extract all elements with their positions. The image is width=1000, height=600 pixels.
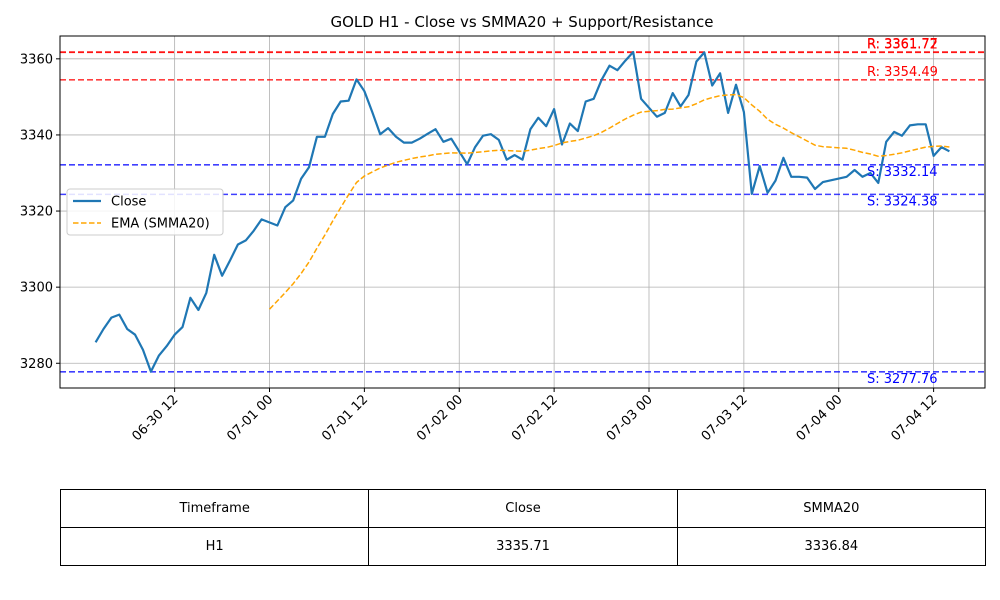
resistance-label: R: 3361.77 [867,37,938,52]
table-header-cell: SMMA20 [676,489,987,528]
y-tick-label: 3280 [20,357,53,372]
support-label: S: 3324.38 [867,194,938,209]
price-chart: GOLD H1 - Close vs SMMA20 + Support/Resi… [20,13,986,444]
table-header-row: Timeframe Close SMMA20 [59,489,987,528]
x-tick-label: 07-02 00 [414,392,466,444]
legend-label: EMA (SMMA20) [111,217,210,232]
smma20-series-line [268,93,950,310]
table-header-cell: Timeframe [59,489,370,528]
legend: Close EMA (SMMA20) [66,188,224,236]
x-axis-ticks: 06-30 12 07-01 00 07-01 12 07-02 00 07-02 12… [130,388,941,444]
support-label: S: 3332.14 [867,165,938,180]
legend-box [66,188,224,236]
table-row: H1 3335.71 3336.84 [59,527,987,566]
y-tick-label: 3300 [20,281,53,296]
table-header-cell: Close [368,489,678,528]
y-tick-label: 3340 [20,128,53,143]
summary-table: Timeframe Close SMMA20 H1 3335.71 3336.8… [59,489,987,566]
x-tick-label: 07-01 12 [319,392,371,444]
y-tick-label: 3320 [20,205,53,220]
plot-frame [59,35,986,389]
table-cell: 3335.71 [368,527,678,566]
resistance-label: R: 3354.49 [867,65,938,80]
x-tick-label: 07-03 00 [604,392,656,444]
close-series-line [94,50,950,373]
x-tick-label: 07-03 12 [699,392,751,444]
legend-label: Close [111,195,146,210]
x-tick-label: 07-04 12 [889,392,941,444]
table-cell: 3336.84 [676,527,987,566]
x-tick-label: 06-30 12 [130,392,182,444]
x-tick-label: 07-04 00 [794,392,846,444]
x-tick-label: 07-02 12 [509,392,561,444]
x-tick-label: 07-01 00 [224,392,276,444]
support-label: S: 3277.76 [867,372,938,387]
chart-title: GOLD H1 - Close vs SMMA20 + Support/Resi… [330,13,713,31]
y-tick-label: 3360 [20,52,53,67]
level-labels: R: 3361.72R: 3361.77 R: 3354.49 S: 3332.14… [867,37,938,387]
series-lines [94,50,950,373]
y-axis-ticks: 3280 3300 3320 3340 3360 [20,52,60,372]
resistance-label: R: 3361.72 [867,37,938,52]
table-cell: H1 [59,527,370,566]
